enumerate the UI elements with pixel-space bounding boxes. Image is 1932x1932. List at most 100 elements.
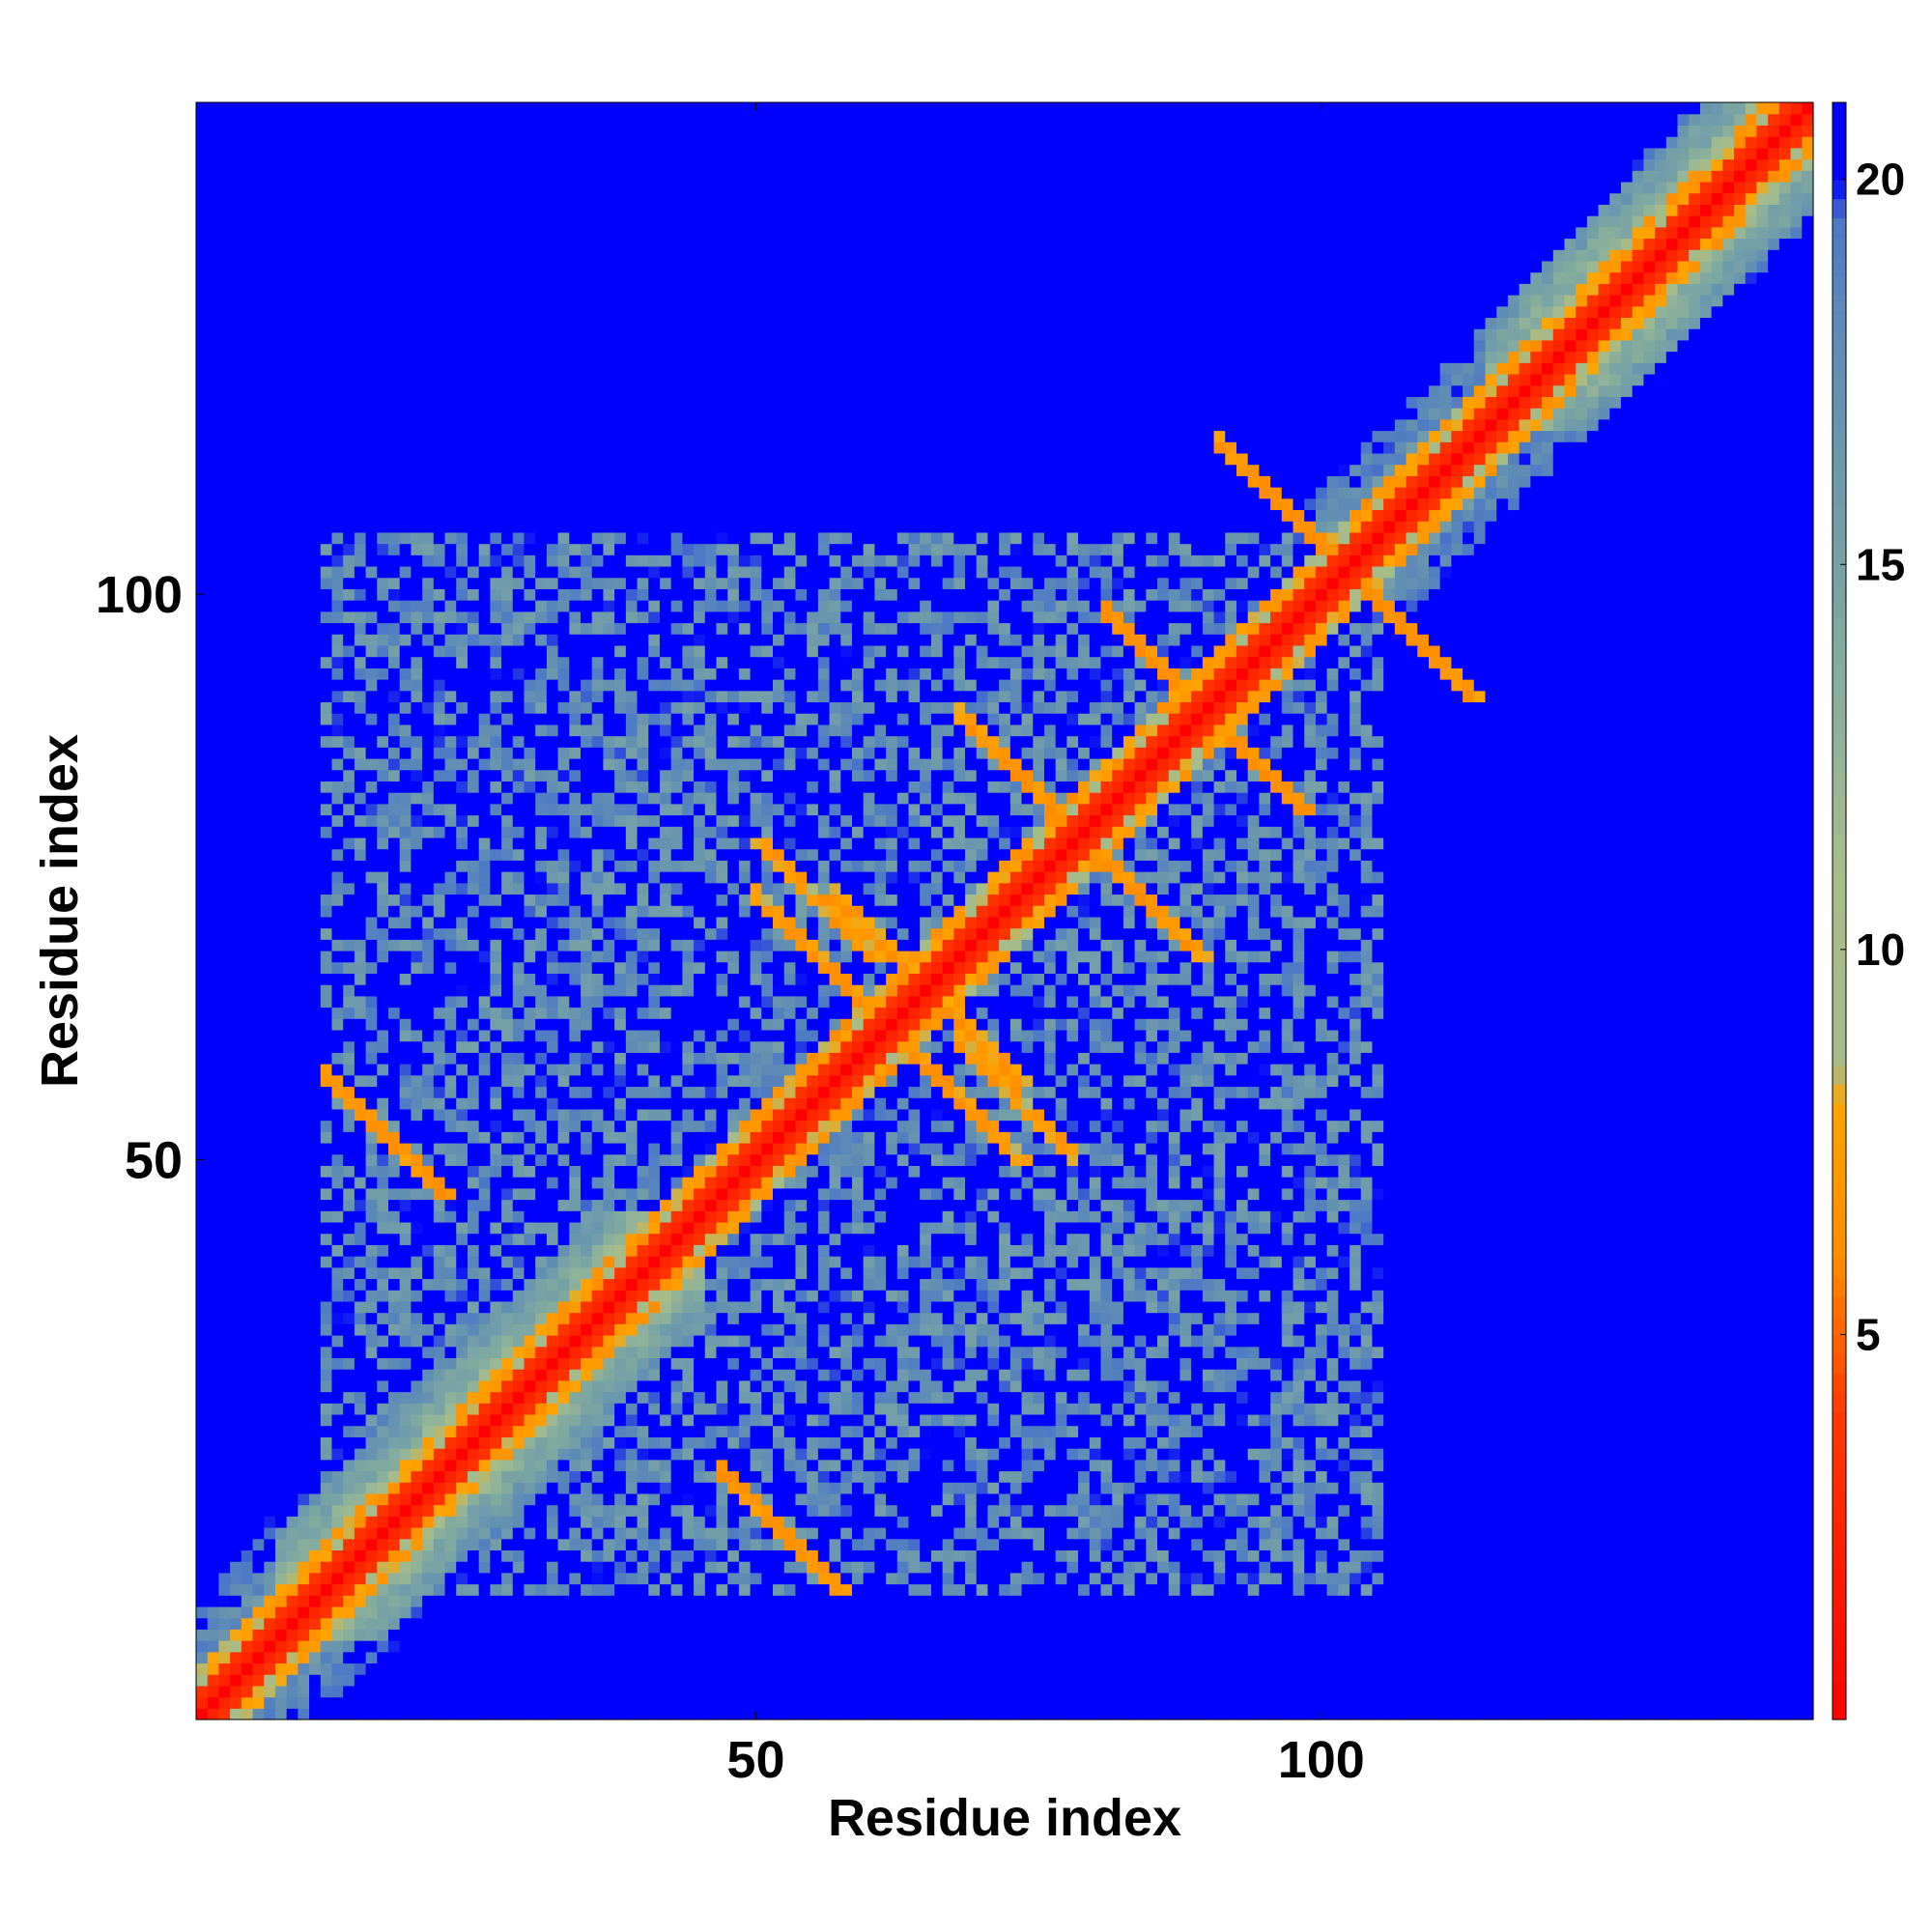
heatmap-cell — [1711, 1708, 1723, 1720]
heatmap-cell — [1778, 1516, 1792, 1528]
heatmap-cell — [1473, 1583, 1487, 1596]
heatmap-cell — [829, 1696, 841, 1709]
heatmap-cell — [1530, 1605, 1543, 1619]
heatmap-cell — [1043, 1696, 1057, 1709]
heatmap-cell — [1055, 1685, 1067, 1698]
heatmap-cell — [1146, 1674, 1158, 1687]
heatmap-cell — [207, 1538, 220, 1551]
heatmap-cell — [1326, 1391, 1339, 1404]
heatmap-cell — [1586, 1526, 1600, 1540]
heatmap-cell — [444, 1391, 457, 1404]
heatmap-cell — [694, 1617, 706, 1630]
heatmap-cell — [456, 1369, 469, 1381]
heatmap-cell — [976, 1413, 989, 1427]
heatmap-cell — [1213, 1357, 1226, 1370]
heatmap-cell — [1406, 1605, 1418, 1619]
heatmap-cell — [444, 1323, 457, 1336]
heatmap-cell — [1146, 1549, 1158, 1562]
heatmap-cell — [1213, 1538, 1226, 1551]
heatmap-cell — [218, 1403, 231, 1415]
heatmap-cell — [987, 1549, 1000, 1562]
heatmap-cell — [625, 1379, 639, 1393]
heatmap-cell — [738, 1651, 752, 1664]
heatmap-cell — [750, 1482, 762, 1494]
heatmap-cell — [1756, 1595, 1769, 1607]
heatmap-cell — [581, 1651, 593, 1664]
heatmap-cell — [1259, 1448, 1271, 1461]
heatmap-cell — [1564, 1448, 1577, 1461]
heatmap-cell — [286, 1470, 298, 1483]
heatmap-row — [196, 1674, 1814, 1687]
heatmap-cell — [1066, 1561, 1079, 1574]
heatmap-cell — [252, 1605, 265, 1619]
heatmap-cell — [422, 1640, 435, 1653]
heatmap-cell — [490, 1504, 502, 1517]
heatmap-cell — [399, 1674, 412, 1687]
heatmap-cell — [286, 1674, 298, 1687]
heatmap-cell — [648, 1413, 661, 1427]
heatmap-cell — [1326, 1470, 1339, 1483]
heatmap-cell — [694, 1504, 706, 1517]
heatmap-cell — [343, 1357, 355, 1370]
heatmap-cell — [1417, 1538, 1430, 1551]
heatmap-cell — [422, 1674, 435, 1687]
heatmap-cell — [230, 1459, 242, 1472]
heatmap-cell — [1021, 1425, 1034, 1437]
heatmap-cell — [1338, 1425, 1350, 1437]
heatmap-cell — [456, 1708, 469, 1720]
heatmap-cell — [1089, 1595, 1102, 1607]
heatmap-cell — [1326, 1696, 1339, 1709]
heatmap-cell — [569, 1685, 582, 1698]
heatmap-cell — [727, 1403, 740, 1415]
heatmap-cell — [1168, 1369, 1181, 1381]
heatmap-cell — [670, 1403, 683, 1415]
heatmap-cell — [648, 1605, 661, 1619]
heatmap-cell — [218, 1651, 231, 1664]
heatmap-cell — [1350, 1617, 1362, 1630]
heatmap-row — [196, 1413, 1814, 1427]
heatmap-cell — [670, 1379, 683, 1393]
heatmap-cell — [456, 1685, 469, 1698]
heatmap-cell — [614, 1369, 627, 1381]
heatmap-cell — [422, 1516, 435, 1528]
heatmap-cell — [1734, 1357, 1747, 1370]
heatmap-cell — [1315, 1526, 1328, 1540]
heatmap-cell — [1202, 1379, 1215, 1393]
heatmap-cell — [727, 1470, 740, 1483]
heatmap-cell — [1304, 1459, 1317, 1472]
heatmap-cell — [557, 1538, 570, 1551]
heatmap-cell — [1078, 1448, 1091, 1461]
heatmap-cell — [637, 1629, 649, 1641]
heatmap-cell — [817, 1448, 831, 1461]
heatmap-cell — [1677, 1595, 1690, 1607]
heatmap-cell — [1326, 1459, 1339, 1472]
heatmap-cell — [1089, 1516, 1102, 1528]
heatmap-cell — [1428, 1482, 1441, 1494]
heatmap-cell — [1315, 1436, 1328, 1449]
heatmap-cell — [1665, 1448, 1679, 1461]
heatmap-cell — [1417, 1674, 1430, 1687]
heatmap-cell — [1689, 1662, 1701, 1675]
heatmap-cell — [274, 1516, 288, 1528]
heatmap-cell — [274, 1549, 288, 1562]
heatmap-cell — [1236, 1403, 1249, 1415]
heatmap-cell — [1473, 1403, 1487, 1415]
heatmap-cell — [1699, 1459, 1713, 1472]
heatmap-cell — [1157, 1674, 1170, 1687]
heatmap-cell — [591, 1391, 605, 1404]
heatmap-cell — [829, 1617, 841, 1630]
heatmap-cell — [795, 1549, 808, 1562]
heatmap-cell — [1463, 1561, 1475, 1574]
heatmap-cell — [1711, 1369, 1723, 1381]
heatmap-cell — [422, 1549, 435, 1562]
heatmap-cell — [490, 1561, 502, 1574]
heatmap-cell — [1394, 1526, 1407, 1540]
heatmap-cell — [738, 1482, 752, 1494]
heatmap-cell — [365, 1696, 378, 1709]
heatmap-cell — [886, 1334, 898, 1348]
heatmap-cell — [1530, 1662, 1543, 1675]
heatmap-cell — [581, 1640, 593, 1653]
heatmap-cell — [1033, 1651, 1045, 1664]
heatmap-cell — [1360, 1369, 1374, 1381]
heatmap-cell — [1677, 1346, 1690, 1358]
